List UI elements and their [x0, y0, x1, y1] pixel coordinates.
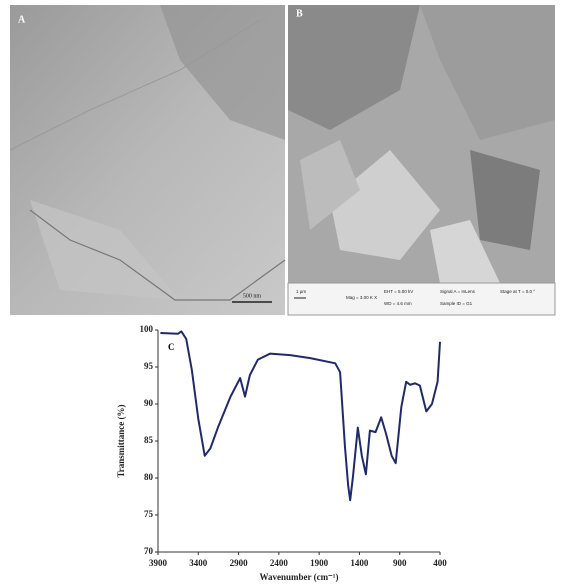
info-bar [288, 283, 555, 315]
info-text: Mag = 3.00 K X [346, 295, 377, 300]
x-tick-label: 2400 [270, 558, 289, 568]
panel-label: C [168, 342, 175, 352]
x-tick-label: 400 [433, 558, 447, 568]
y-axis-label: Transmittance (%) [116, 404, 126, 477]
x-axis-label: Wavenumber (cm⁻¹) [259, 572, 338, 582]
y-tick-label: 100 [140, 324, 154, 334]
page: {"panels": { "a": {"label": "A", "scale_… [0, 0, 561, 585]
info-text: EHT = 5.00 kV [384, 289, 413, 294]
spectrum-line [160, 331, 440, 500]
x-tick-label: 1900 [310, 558, 329, 568]
panel-b: B 1 µm Mag = 3.00 K X EHT = 5.00 kV WD =… [288, 5, 555, 315]
chart: C Wavenumber (cm⁻¹) Transmittance (%) 70… [116, 324, 447, 582]
info-text: Sample ID = G1 [440, 301, 473, 306]
info-text: Signal A = InLens [440, 289, 476, 294]
y-tick-label: 95 [144, 361, 154, 371]
info-text: Stage at T = 0.0 ° [500, 289, 535, 294]
y-tick-label: 70 [144, 546, 154, 556]
x-tick-label: 3400 [189, 558, 208, 568]
x-tick-label: 1400 [350, 558, 369, 568]
y-tick-label: 75 [144, 509, 154, 519]
scale-text: 1 µm [296, 289, 306, 294]
y-tick-label: 90 [144, 398, 154, 408]
figure: A 500 nm B 1 µm Mag = 3.00 K X EHT = 5.0… [0, 0, 561, 585]
panel-a: A 500 nm [10, 5, 285, 315]
panel-label: A [18, 14, 26, 25]
panel-label: B [296, 8, 303, 19]
y-tick-label: 80 [144, 472, 154, 482]
x-tick-label: 3900 [149, 558, 168, 568]
x-tick-label: 900 [393, 558, 407, 568]
y-tick-label: 85 [144, 435, 154, 445]
x-tick-label: 2900 [230, 558, 249, 568]
scale-text: 500 nm [243, 293, 262, 299]
info-text: WD = 4.6 mm [384, 301, 412, 306]
